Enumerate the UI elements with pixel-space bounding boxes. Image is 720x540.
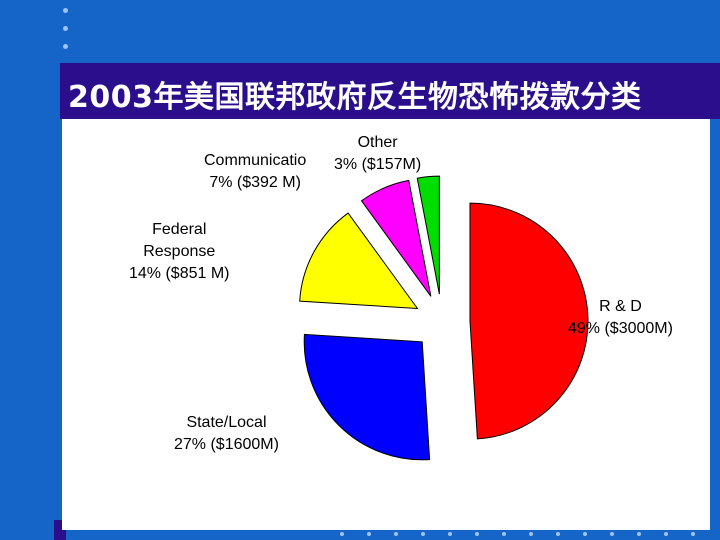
slice-name: Federal	[152, 221, 207, 238]
slice-name: Response	[143, 243, 216, 260]
slice-label-other: Other 3% ($157M)	[334, 132, 421, 176]
slice-label-state: State/Local 27% ($1600M)	[174, 412, 279, 456]
slice-label-rnd: R & D 49% ($3000M)	[568, 296, 673, 340]
pie-slice-comm	[360, 179, 432, 297]
slice-name: R & D	[599, 298, 642, 315]
slice-label-federal: Federal Response 14% ($851 M)	[129, 219, 230, 285]
slice-value: 14% ($851 M)	[129, 265, 230, 282]
title-bar: 2003年美国联邦政府反生物恐怖拨款分类	[60, 63, 720, 119]
pie-slice-state	[303, 333, 431, 461]
slide-title: 2003年美国联邦政府反生物恐怖拨款分类	[68, 80, 642, 115]
slice-name: State/Local	[186, 414, 267, 431]
pie-slice-federal	[299, 212, 419, 310]
pie-slice-rnd	[469, 202, 589, 440]
pie-slice-other	[416, 175, 440, 295]
pie-chart	[299, 175, 589, 461]
slice-value: 3% ($157M)	[334, 156, 422, 173]
decorative-dots-left	[63, 8, 68, 62]
slice-value: 27% ($1600M)	[174, 436, 279, 453]
slice-value: 49% ($3000M)	[568, 320, 673, 337]
slice-value: 7% ($392 M)	[209, 174, 301, 191]
slice-name: Other	[357, 134, 398, 151]
slice-label-comm: Communicatio 7% ($392 M)	[204, 150, 306, 194]
slice-name: Communicatio	[204, 152, 307, 169]
chart-panel: R & D 49% ($3000M) State/Local 27% ($160…	[62, 119, 710, 530]
